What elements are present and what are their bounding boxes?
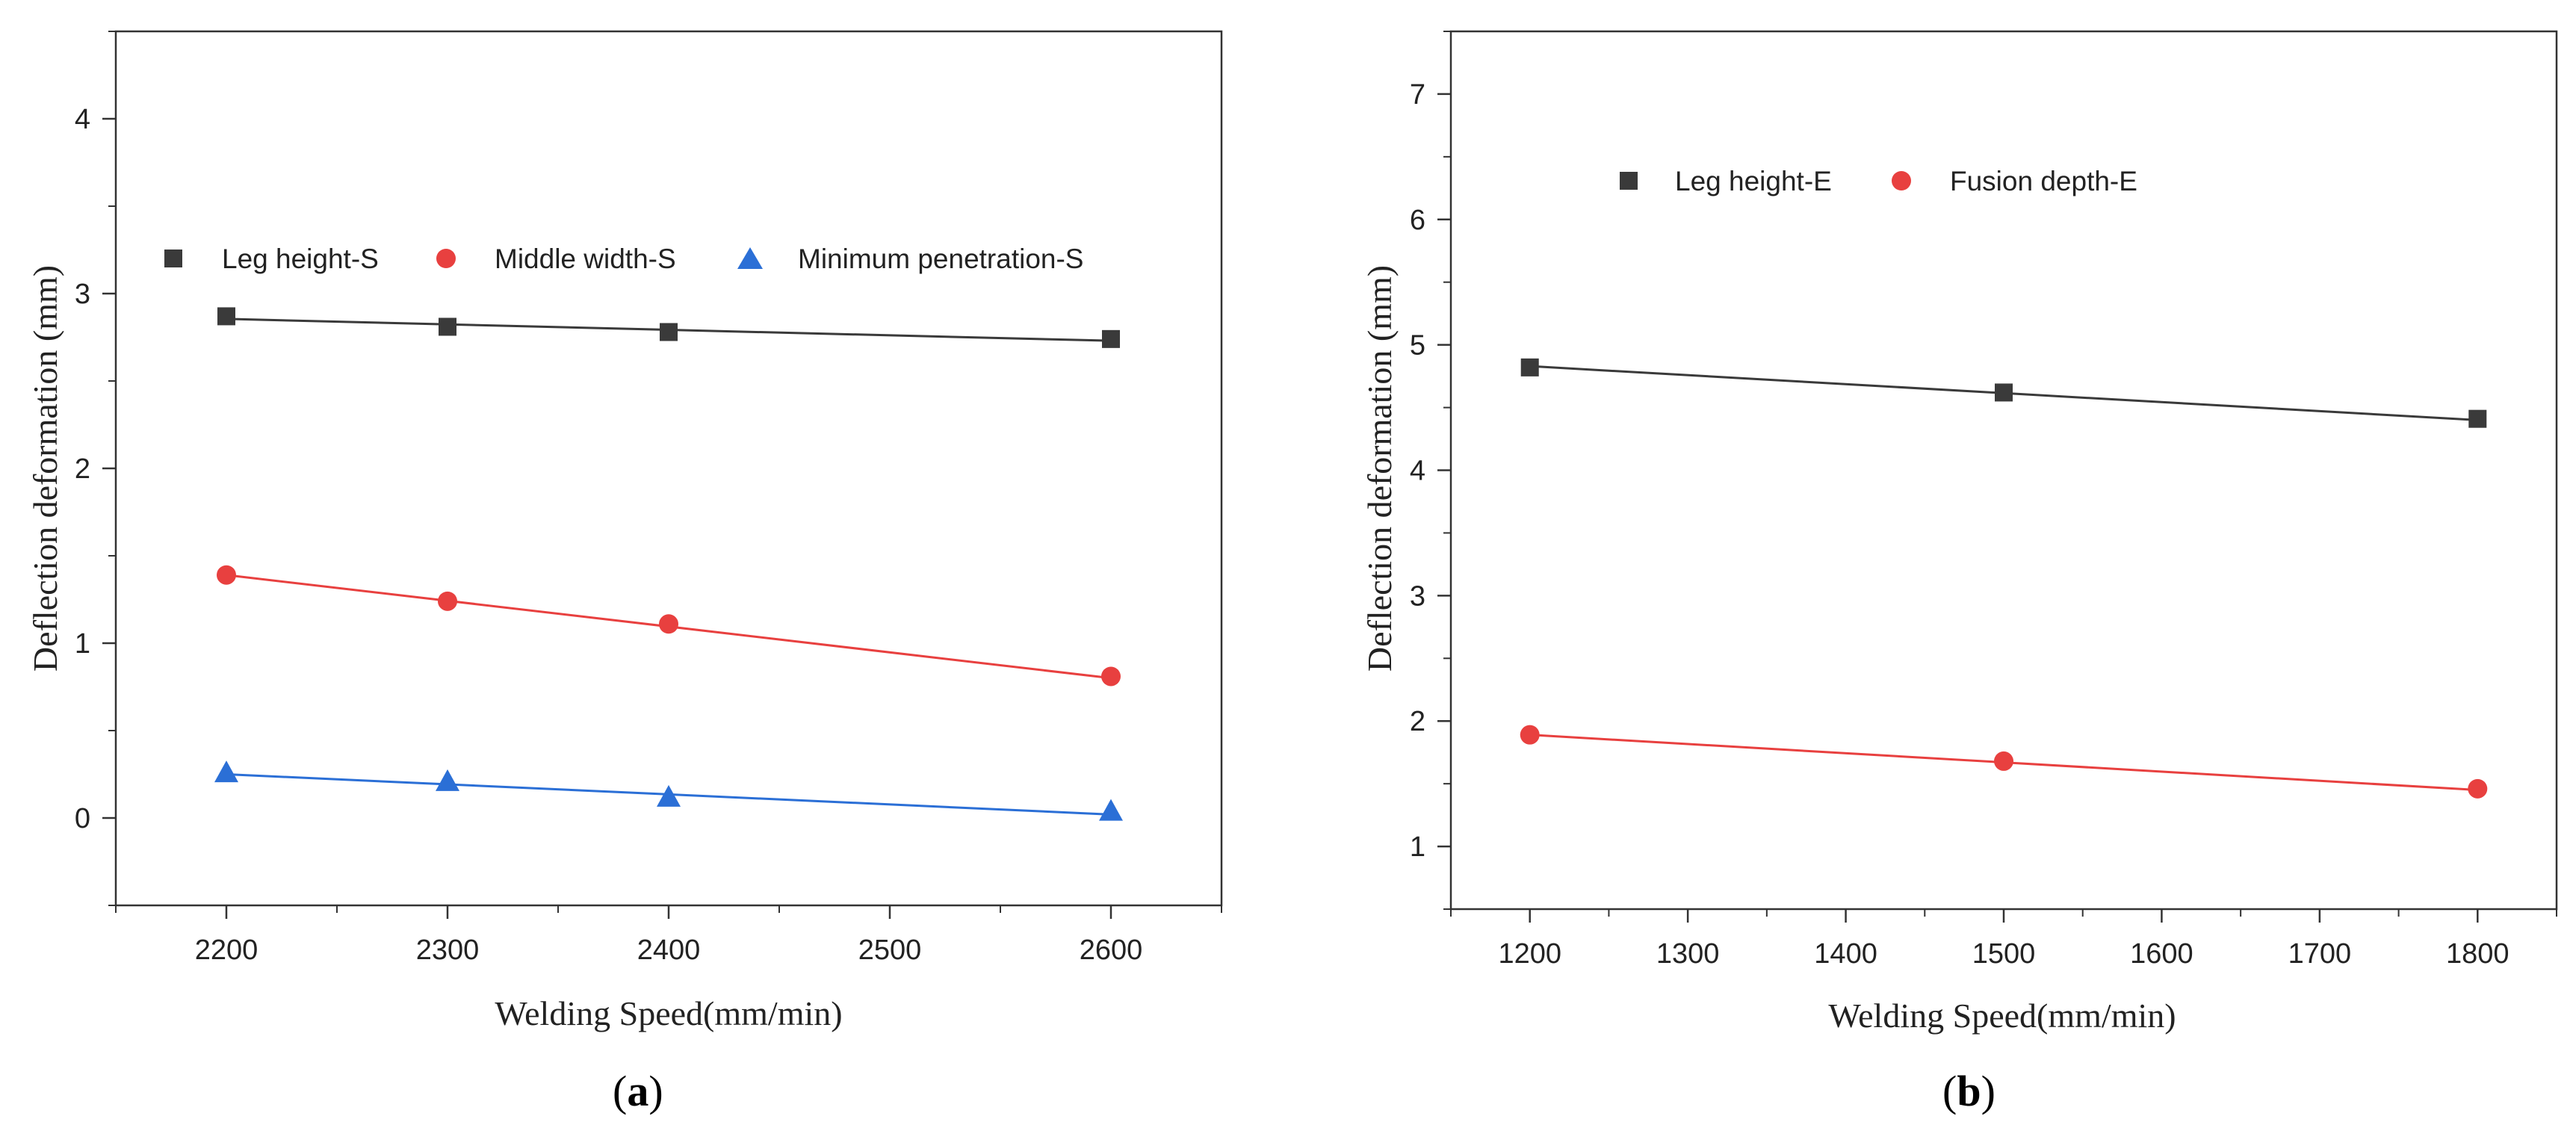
y-tick-label: 4 bbox=[75, 104, 90, 135]
data-point-minimum-penetration-s bbox=[436, 769, 459, 791]
data-point-leg-height-s bbox=[1102, 329, 1120, 348]
y-tick-label: 4 bbox=[1410, 456, 1425, 487]
y-tick-label: 2 bbox=[1410, 706, 1425, 737]
plot-frame-a bbox=[114, 30, 1223, 907]
data-point-middle-width-s bbox=[659, 614, 678, 634]
legend-marker-middle-width-s bbox=[436, 249, 456, 268]
legend-marker-leg-height-s bbox=[164, 250, 182, 267]
data-points-a bbox=[214, 307, 1123, 821]
x-tick-label: 1800 bbox=[2446, 938, 2510, 970]
caption-open-b: ( bbox=[1942, 1067, 1957, 1115]
panel-caption-a: (a) bbox=[613, 1067, 663, 1115]
data-point-leg-height-e bbox=[1995, 383, 2013, 402]
x-tick-label: 1700 bbox=[2288, 938, 2352, 970]
y-tick-label: 2 bbox=[75, 453, 90, 485]
x-tick-label: 2400 bbox=[637, 935, 701, 966]
y-tick-label: 3 bbox=[1410, 580, 1425, 612]
data-point-fusion-depth-e bbox=[1520, 725, 1540, 745]
legend-label-leg-height-s: Leg height-S bbox=[222, 244, 379, 274]
data-point-middle-width-s bbox=[217, 565, 236, 585]
legend-marker-minimum-penetration-s bbox=[737, 247, 763, 269]
x-tick-label: 1400 bbox=[1814, 938, 1877, 970]
legend-label-minimum-penetration-s: Minimum penetration-S bbox=[798, 244, 1083, 274]
data-point-leg-height-s bbox=[660, 323, 678, 341]
data-point-fusion-depth-e bbox=[2468, 778, 2488, 799]
legend-a: Leg height-S Middle width-S Minimum pene… bbox=[164, 244, 1083, 274]
caption-close-a: ) bbox=[648, 1067, 663, 1115]
plot-frame-b bbox=[1449, 30, 2558, 911]
fit-lines-b bbox=[1529, 365, 2478, 792]
x-tick-label: 1200 bbox=[1498, 938, 1561, 970]
chart-panel-a: 2200 2300 2400 2500 2600 0 1 2 3 4 Welding Speed(… bbox=[26, 30, 1223, 1115]
y-tick-label: 1 bbox=[1410, 831, 1425, 863]
data-point-fusion-depth-e bbox=[1994, 751, 2013, 771]
caption-close-b: ) bbox=[1981, 1067, 1996, 1115]
legend-label-middle-width-s: Middle width-S bbox=[495, 244, 676, 274]
axis-ticks-a: 2200 2300 2400 2500 2600 0 1 2 3 4 bbox=[75, 31, 1222, 966]
data-point-middle-width-s bbox=[1101, 666, 1121, 687]
data-point-leg-height-e bbox=[2468, 409, 2487, 428]
legend-marker-leg-height-e bbox=[1620, 172, 1638, 190]
y-tick-label: 5 bbox=[1410, 330, 1425, 362]
data-points-b bbox=[1520, 358, 2488, 799]
axis-ticks-b: 1200 1300 1400 1500 1600 1700 1800 1 2 3 4 5 6 7 bbox=[1410, 31, 2557, 970]
x-tick-label: 2300 bbox=[416, 935, 480, 966]
legend-label-leg-height-e: Leg height-E bbox=[1675, 166, 1832, 196]
legend-label-fusion-depth-e: Fusion depth-E bbox=[1950, 166, 2137, 196]
data-point-leg-height-s bbox=[439, 317, 456, 336]
fit-lines-a bbox=[226, 317, 1112, 816]
y-tick-label: 1 bbox=[75, 628, 90, 660]
y-tick-label: 3 bbox=[75, 279, 90, 310]
caption-letter-a: a bbox=[627, 1067, 648, 1115]
x-tick-label: 1300 bbox=[1656, 938, 1720, 970]
y-axis-label-a: Deflection deformation (mm) bbox=[26, 265, 64, 672]
y-axis-label-b: Deflection deformation (mm) bbox=[1360, 265, 1399, 672]
data-point-middle-width-s bbox=[438, 591, 457, 611]
legend-marker-fusion-depth-e bbox=[1892, 171, 1911, 190]
y-tick-label: 6 bbox=[1410, 205, 1425, 236]
x-tick-label: 1600 bbox=[2130, 938, 2193, 970]
x-axis-label-a: Welding Speed(mm/min) bbox=[495, 994, 842, 1032]
x-axis-label-b: Welding Speed(mm/min) bbox=[1828, 997, 2176, 1035]
data-point-minimum-penetration-s bbox=[1099, 799, 1123, 821]
legend-b: Leg height-E Fusion depth-E bbox=[1620, 166, 2137, 196]
x-tick-label: 2200 bbox=[195, 935, 258, 966]
data-point-leg-height-s bbox=[217, 307, 235, 326]
x-tick-label: 2500 bbox=[858, 935, 922, 966]
y-tick-label: 7 bbox=[1410, 79, 1425, 111]
panel-caption-b: (b) bbox=[1942, 1067, 1996, 1115]
y-tick-label: 0 bbox=[75, 803, 90, 834]
x-tick-label: 1500 bbox=[1972, 938, 2036, 970]
chart-panel-b: 1200 1300 1400 1500 1600 1700 1800 1 2 3 4 5 6 7 Weld… bbox=[1360, 30, 2558, 1115]
caption-open-a: ( bbox=[613, 1067, 627, 1115]
data-point-leg-height-e bbox=[1520, 358, 1539, 376]
data-point-minimum-penetration-s bbox=[214, 760, 238, 783]
x-tick-label: 2600 bbox=[1080, 935, 1143, 966]
caption-letter-b: b bbox=[1957, 1067, 1981, 1115]
data-point-minimum-penetration-s bbox=[657, 784, 681, 807]
